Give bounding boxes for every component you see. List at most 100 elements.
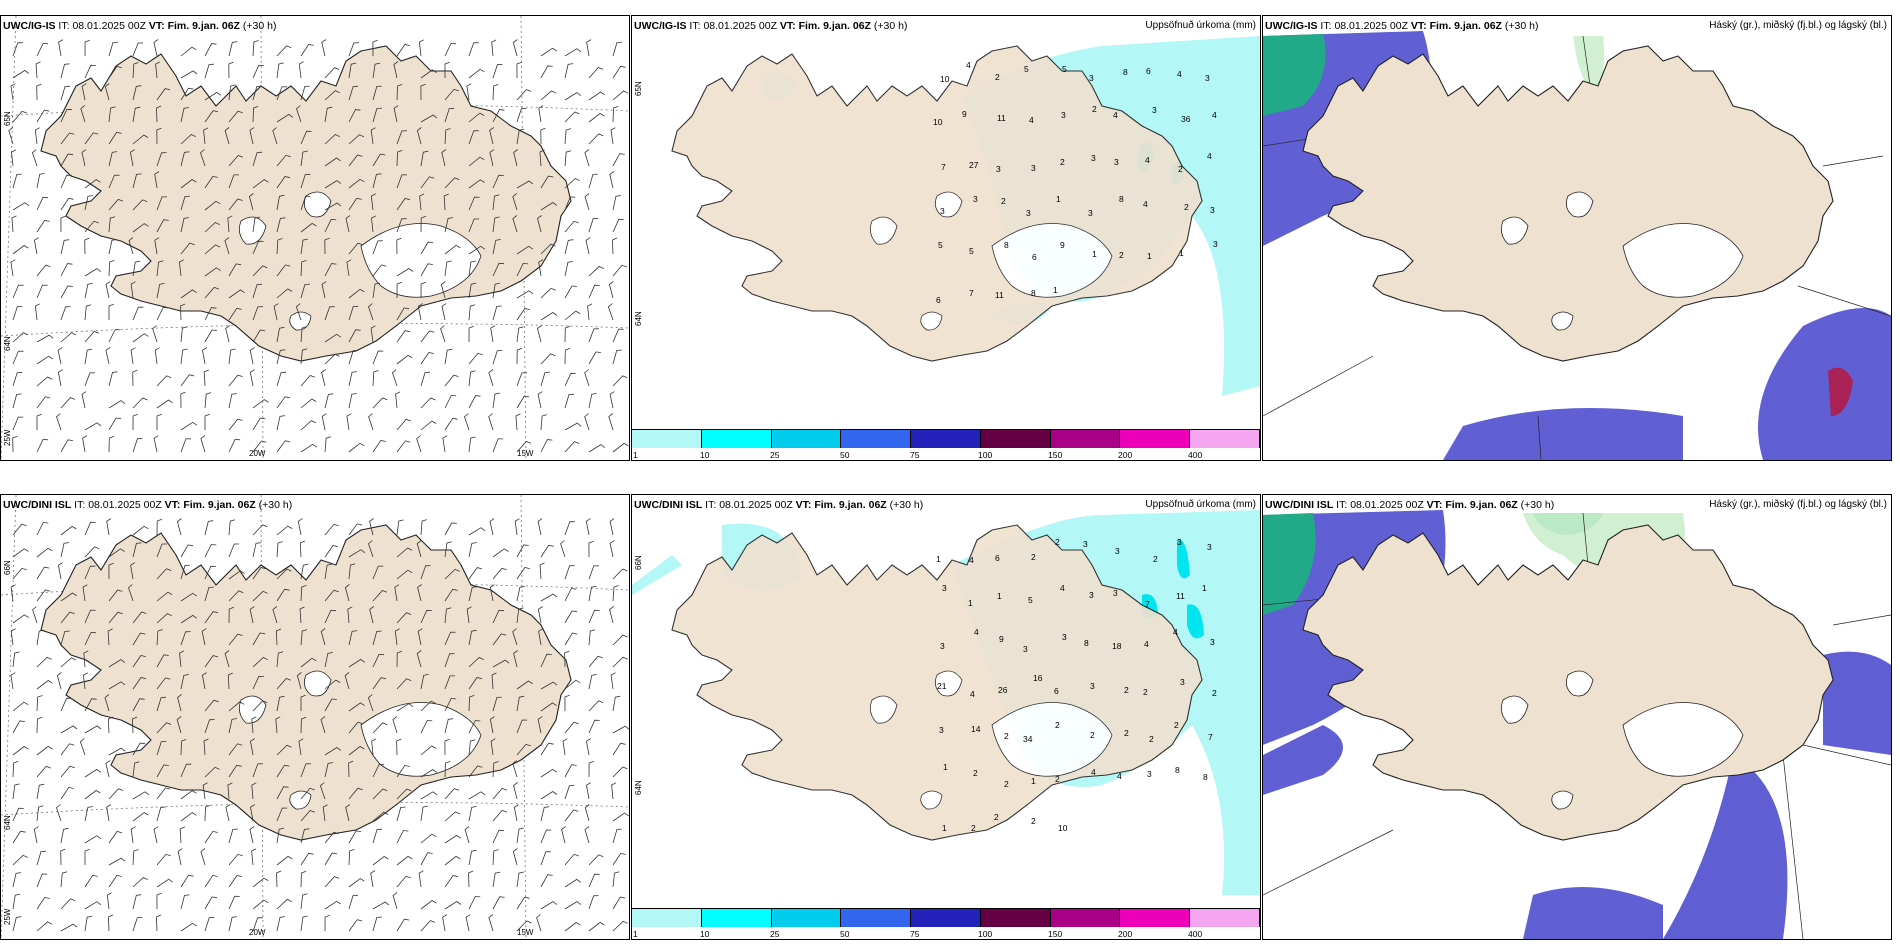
wind-barb [180,631,191,646]
wind-barb [444,855,461,866]
wind-barb [108,131,122,145]
lat-label: 65N [3,111,12,126]
wind-barb [108,260,115,277]
wind-barb [444,417,458,431]
precip-amount-label: 2 [1090,730,1095,740]
precip-amount-label: 3 [1023,644,1028,654]
wind-barb [84,790,101,800]
wind-barbs [8,39,629,453]
wind-map [1,16,629,460]
wind-barb [588,921,605,932]
wind-barb [348,702,365,712]
wind-barb [368,540,374,558]
wind-barb [370,870,376,888]
wind-barb [396,44,410,57]
wind-barb [492,84,499,101]
wind-barb [180,348,188,365]
wind-barb [372,107,382,123]
wind-barb [324,393,334,409]
wind-barb [12,435,18,453]
wind-barb [348,878,365,888]
wind-barb [60,215,66,233]
wind-barb [57,369,63,387]
precip-amount-label: 3 [1062,632,1067,642]
wind-barb [588,217,599,233]
wind-barb [180,70,198,79]
wind-barb [156,853,171,866]
wind-barb [204,307,217,321]
colorbar-swatch [911,430,981,448]
wind-barb [300,196,311,211]
wind-barb [249,347,255,365]
wind-barb [396,569,413,580]
wind-barb [60,871,68,888]
precip-amount-label: 8 [1123,67,1128,77]
wind-barb [348,62,357,79]
wind-barb [348,393,357,409]
precip-amount-label: 3 [1115,546,1120,556]
wind-barb [300,787,315,800]
wind-barb [272,127,278,145]
wind-barb [612,742,626,756]
wind-barb [489,149,495,167]
wind-barb [300,260,307,277]
precip-amount-label: 4 [1207,151,1212,161]
wind-barb [372,439,386,453]
wind-barb [586,782,591,800]
wind-barb [36,805,44,822]
wind-barb [108,239,117,255]
wind-barb [513,650,518,668]
wind-barb [132,134,149,145]
wind-barb [252,417,266,431]
wind-barb [444,541,452,558]
precip-amount-label: 4 [1145,155,1150,165]
precip-amount-label: 11 [995,290,1004,300]
wind-barb [564,111,580,123]
wind-barb [444,244,461,255]
wind-barb [512,848,518,866]
wind-barb [60,239,70,255]
wind-barb [204,267,221,277]
wind-barb [300,585,307,602]
panel-field-label: Uppsöfnuð úrkoma (mm) [1145,20,1256,31]
wind-barb [12,523,27,536]
wind-barb [108,151,118,167]
wind-barb [79,738,86,756]
wind-barb [489,518,495,536]
wind-barb [156,892,162,910]
wind-barb [608,413,614,431]
wind-barb [488,914,494,932]
precip-amount-label: 3 [1152,105,1157,115]
colorbar-swatch [771,430,842,448]
wind-barb [84,64,96,79]
precip-amount-label: 4 [1144,639,1149,649]
wind-barb [60,132,75,145]
wind-barb [252,85,262,101]
wind-barb [276,86,287,101]
wind-barb [468,68,485,79]
precip-amount-label: 1 [1202,583,1207,593]
wind-barb [250,804,255,822]
wind-barb [348,197,362,211]
wind-barb [132,42,144,57]
wind-barb [130,347,136,365]
wind-barb [468,567,483,580]
wind-barb [36,396,51,409]
wind-barb [132,716,138,734]
lat-lon-grid [1,16,629,460]
precip-amount-label: 4 [966,60,971,70]
wind-barb [540,851,551,866]
colorbar-tick: 150 [1048,450,1063,460]
precip-amount-label: 6 [1146,66,1151,76]
wind-barb [251,716,257,734]
wind-barb [609,606,614,624]
wind-barb [252,700,268,712]
wind-barb [36,219,50,233]
wind-barb [36,376,53,387]
wind-barb [321,369,326,387]
wind-barb [444,107,455,123]
wind-barb [324,353,340,365]
wind-barb [276,651,284,668]
wind-barb [276,154,291,167]
wind-barb [225,325,230,343]
